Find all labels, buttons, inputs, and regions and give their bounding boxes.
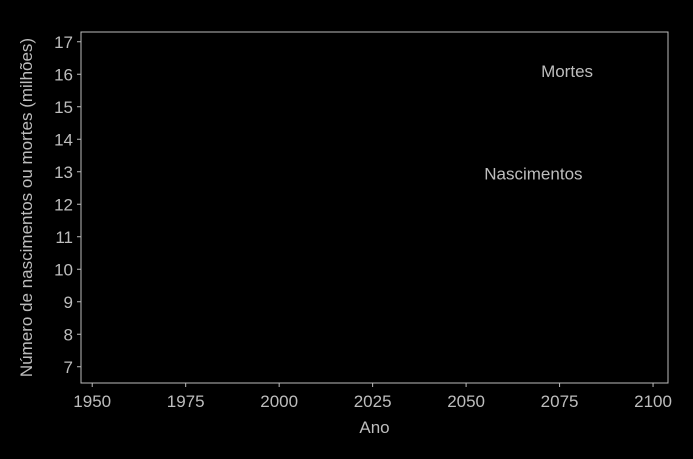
series-label: Nascimentos	[484, 164, 582, 183]
series-layer: Mortes Nascimentos	[484, 62, 593, 183]
y-tick-label: 17	[54, 33, 73, 52]
y-axis-title: Número de nascimentos ou mortes (milhões…	[17, 38, 36, 377]
y-tick-label: 8	[64, 325, 73, 344]
x-tick-label: 1950	[73, 392, 111, 411]
x-axis: 1950 1975 2000 2025 2050 2075 2100	[73, 383, 672, 411]
x-tick-label: 2025	[354, 392, 392, 411]
y-tick-label: 14	[54, 130, 73, 149]
y-tick-label: 10	[54, 260, 73, 279]
y-axis: 7 8 9 10 11 12 13 14 15 16 17	[54, 33, 81, 377]
y-tick-label: 11	[55, 228, 73, 247]
x-tick-label: 2050	[447, 392, 485, 411]
x-tick-label: 1975	[167, 392, 205, 411]
y-tick-label: 15	[54, 98, 73, 117]
x-tick-label: 2000	[260, 392, 298, 411]
y-tick-label: 7	[64, 358, 73, 377]
y-tick-label: 12	[54, 195, 73, 214]
y-tick-label: 9	[64, 293, 73, 312]
series-label: Mortes	[541, 62, 593, 81]
x-axis-title: Ano	[359, 418, 389, 437]
plot-frame	[80, 31, 669, 384]
x-tick-label: 2075	[541, 392, 579, 411]
y-tick-label: 13	[54, 163, 73, 182]
y-tick-label: 16	[54, 65, 73, 84]
x-tick-label: 2100	[634, 392, 672, 411]
